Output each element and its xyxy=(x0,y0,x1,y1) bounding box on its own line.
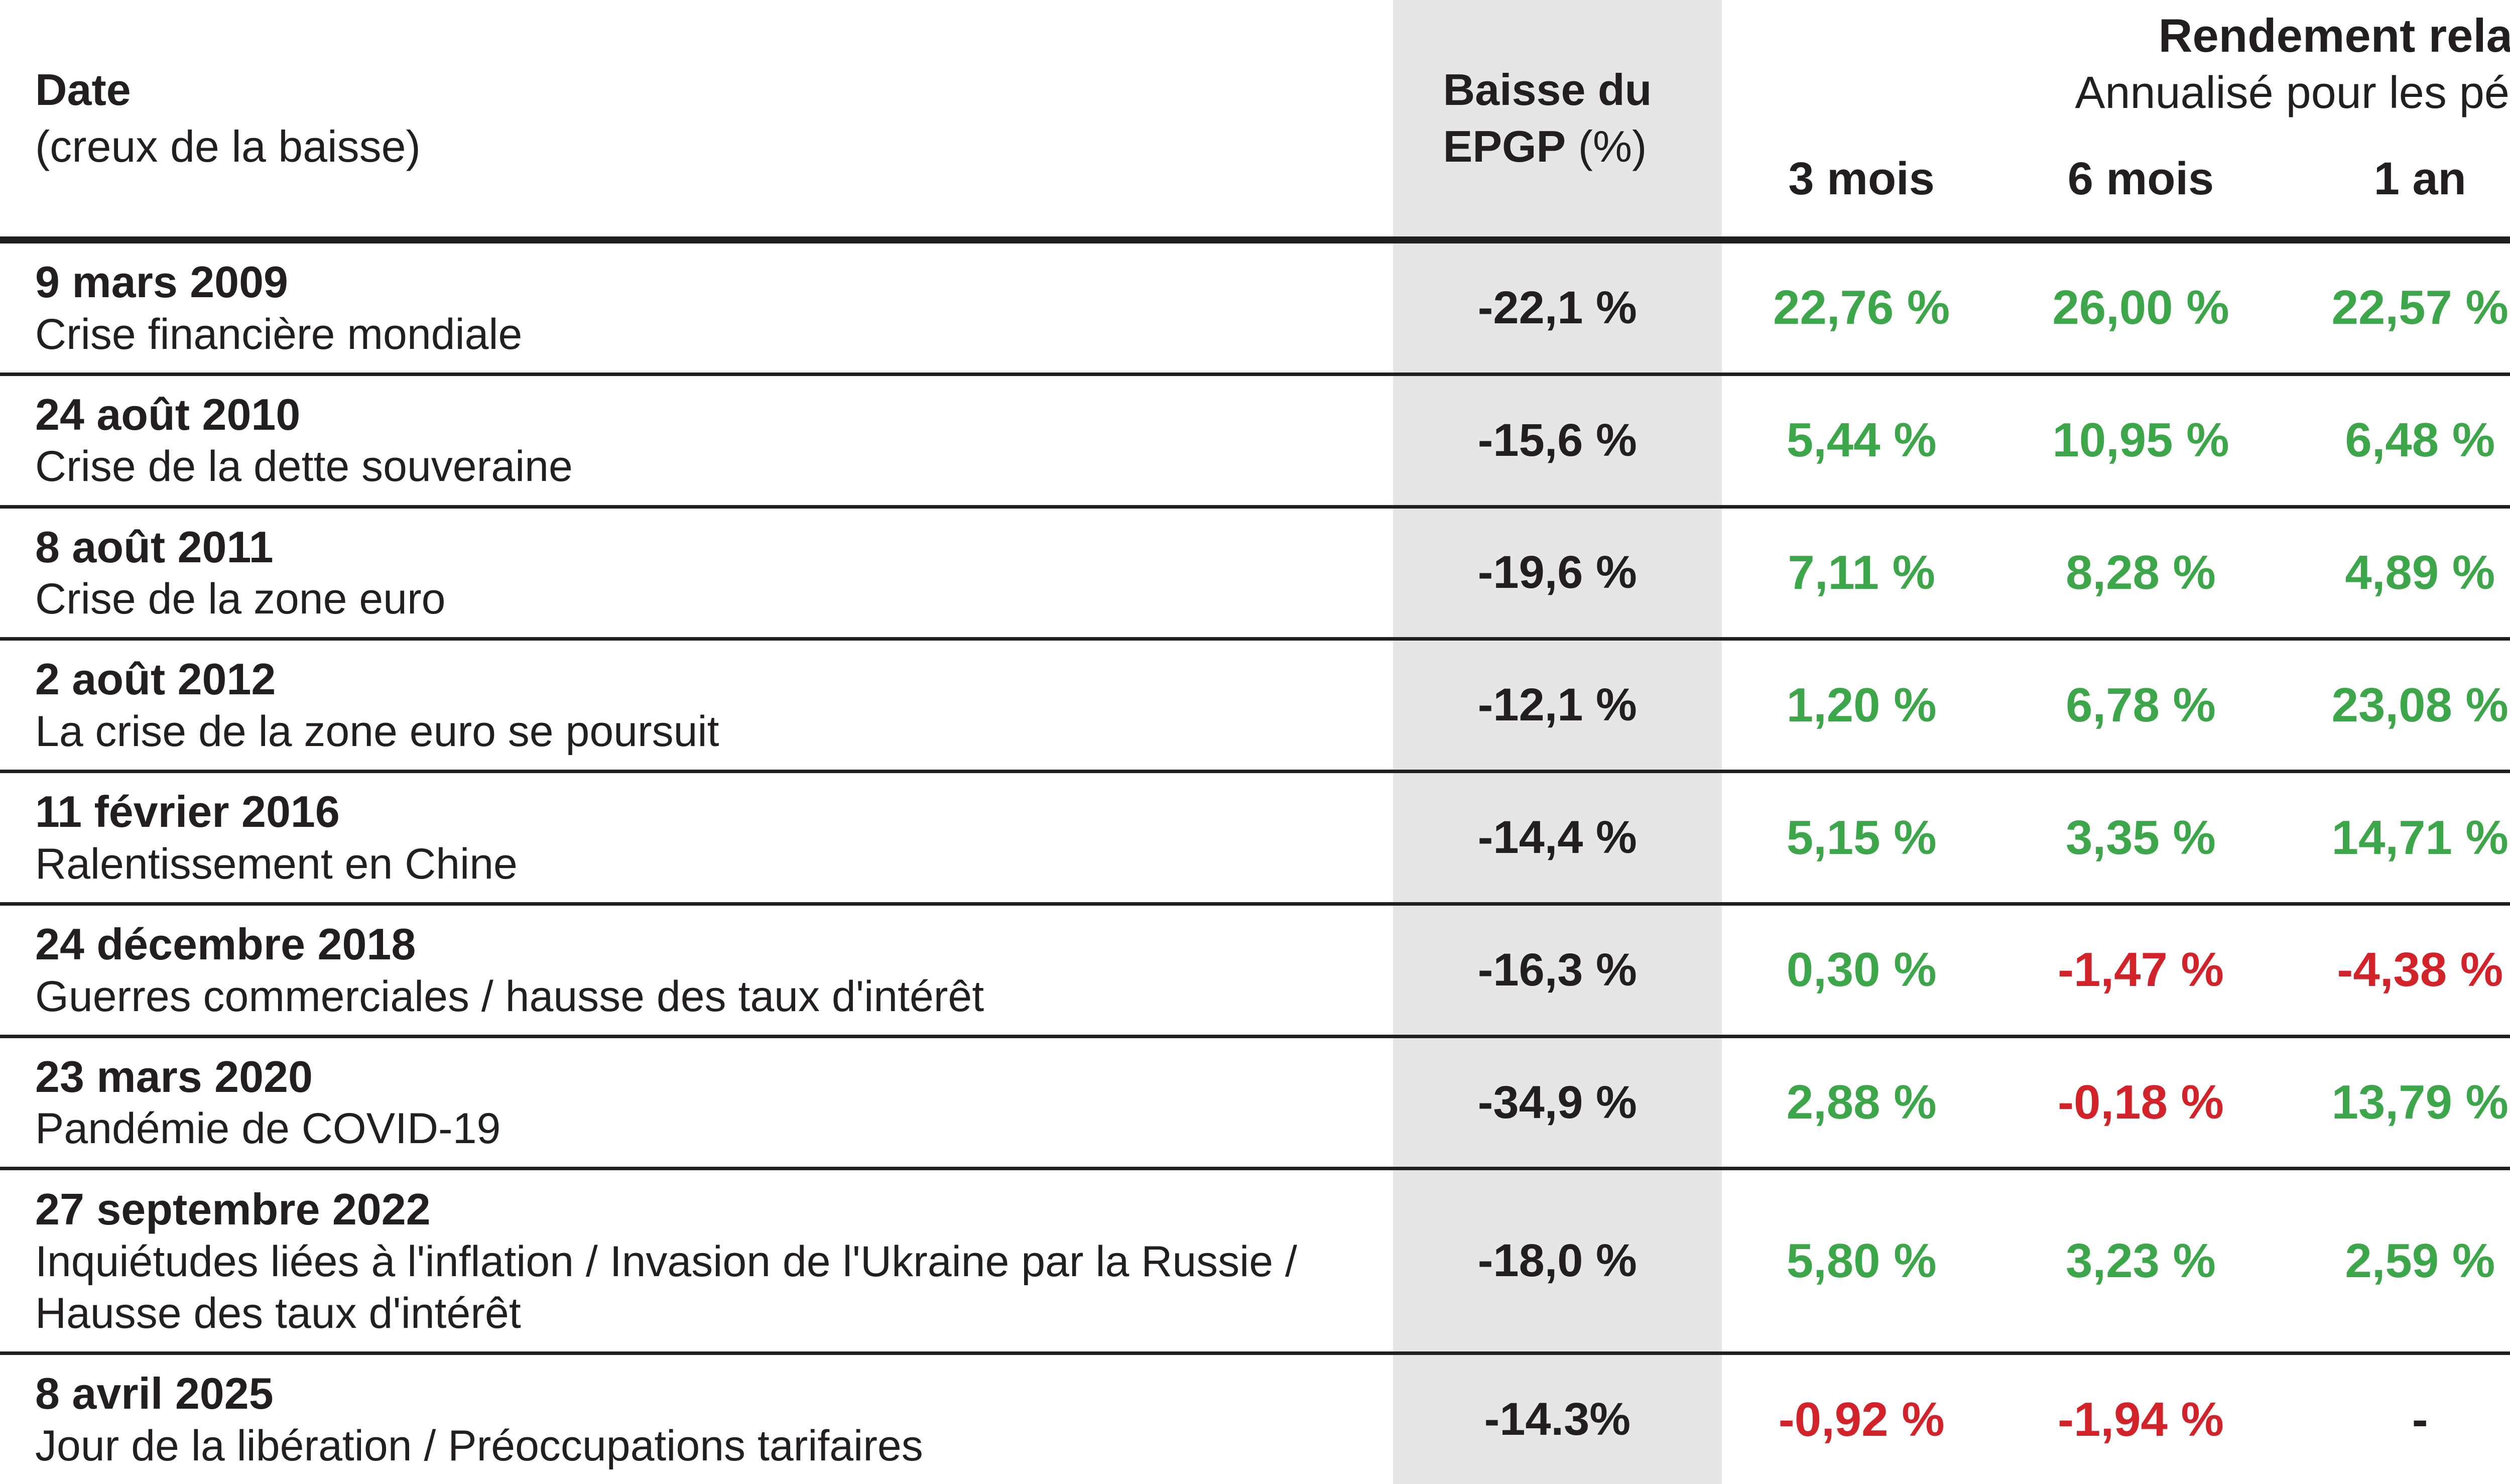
event-date: 27 septembre 2022 xyxy=(35,1184,431,1234)
table-row: 24 août 2010 Crise de la dette souverain… xyxy=(0,374,2510,507)
epgp-header-unit: (%) xyxy=(1566,121,1647,171)
column-header-1-year: 1 an xyxy=(2373,153,2466,204)
epgp-column-header: Baisse du EPGP (%) xyxy=(1393,0,1722,240)
event-description: Inquiétudes liées à l'inflation / Invasi… xyxy=(35,1237,1297,1337)
date-cell: 27 septembre 2022 Inquiétudes liées à l'… xyxy=(0,1169,1393,1353)
epgp-header-acronym: EPGP xyxy=(1443,121,1566,171)
date-header-label: Date xyxy=(35,64,131,114)
date-cell: 8 août 2011 Crise de la zone euro xyxy=(0,507,1393,639)
event-date: 8 août 2011 xyxy=(35,522,274,572)
return-value-6m: 26,00 % xyxy=(2052,281,2229,335)
return-value-1y: 14,71 % xyxy=(2331,810,2508,864)
date-cell: 2 août 2012 La crise de la zone euro se … xyxy=(0,639,1393,772)
table-row: 23 mars 2020 Pandémie de COVID-19 -34,9 … xyxy=(0,1036,2510,1169)
return-value-1y: 4,89 % xyxy=(2345,545,2495,599)
table-row: 8 août 2011 Crise de la zone euro -19,6 … xyxy=(0,507,2510,639)
return-value-3m: 1,20 % xyxy=(1786,678,1937,732)
event-description: La crise de la zone euro se poursuit xyxy=(35,707,719,756)
epgp-decline-value: -14,4 % xyxy=(1393,771,1722,904)
return-value-6m: 3,23 % xyxy=(2066,1233,2216,1288)
return-value-6m: 6,78 % xyxy=(2066,678,2216,732)
table-row: 2 août 2012 La crise de la zone euro se … xyxy=(0,639,2510,772)
epgp-decline-value: -34,9 % xyxy=(1393,1036,1722,1169)
return-value-1y: 2,59 % xyxy=(2345,1233,2495,1288)
return-value-1y: 6,48 % xyxy=(2345,413,2495,467)
date-header-sublabel: (creux de la baisse) xyxy=(35,121,421,171)
column-header-3-months: 3 mois xyxy=(1788,153,1935,204)
date-cell: 24 décembre 2018 Guerres commerciales / … xyxy=(0,904,1393,1036)
return-value-6m: 3,35 % xyxy=(2066,810,2216,864)
date-cell: 23 mars 2020 Pandémie de COVID-19 xyxy=(0,1036,1393,1169)
epgp-decline-value: -12,1 % xyxy=(1393,639,1722,772)
epgp-decline-value: -15,6 % xyxy=(1393,374,1722,507)
return-value-3m: 7,11 % xyxy=(1788,545,1935,599)
return-value-1y: 13,79 % xyxy=(2331,1075,2508,1130)
event-date: 2 août 2012 xyxy=(35,654,276,704)
table-row: 11 février 2016 Ralentissement en Chine … xyxy=(0,771,2510,904)
epgp-decline-value: -18,0 % xyxy=(1393,1168,1722,1353)
return-value-3m: 5,15 % xyxy=(1786,810,1937,864)
return-value-3m: 22,76 % xyxy=(1773,281,1950,335)
column-header-6-months: 6 mois xyxy=(2067,153,2214,204)
return-value-6m: -0,18 % xyxy=(2058,1075,2224,1130)
event-date: 9 mars 2009 xyxy=(35,257,288,307)
table-header: Date (creux de la baisse) Baisse du EPGP… xyxy=(0,0,2510,240)
epgp-header-line1: Baisse du xyxy=(1443,64,1652,114)
date-cell: 8 avril 2025 Jour de la libération / Pré… xyxy=(0,1353,1393,1484)
returns-subtitle: Annualisé pour les périodes supérieures … xyxy=(2075,68,2510,118)
date-cell: 11 février 2016 Ralentissement en Chine xyxy=(0,772,1393,904)
return-value-1y: -4,38 % xyxy=(2337,943,2503,997)
return-value-3m: 2,88 % xyxy=(1786,1075,1937,1130)
date-column-header: Date (creux de la baisse) xyxy=(0,0,1393,240)
epgp-decline-value: -16,3 % xyxy=(1393,904,1722,1037)
epgp-decline-value: -14.3% xyxy=(1393,1353,1722,1484)
epgp-header-line2: EPGP (%) xyxy=(1443,118,1722,175)
event-date: 24 août 2010 xyxy=(35,389,301,439)
table-row: 9 mars 2009 Crise financière mondiale -2… xyxy=(0,240,2510,375)
table-body: 9 mars 2009 Crise financière mondiale -2… xyxy=(0,240,2510,1484)
return-value-6m: 10,95 % xyxy=(2052,413,2229,467)
epgp-decline-value: -19,6 % xyxy=(1393,507,1722,639)
returns-title: Rendement relatif après les baisses xyxy=(2158,9,2510,62)
event-date: 11 février 2016 xyxy=(35,787,340,837)
event-description: Pandémie de COVID-19 xyxy=(35,1104,501,1153)
return-value-6m: 8,28 % xyxy=(2066,545,2216,599)
table-row: 27 septembre 2022 Inquiétudes liées à l'… xyxy=(0,1168,2510,1353)
returns-group-header: Rendement relatif après les baisses Annu… xyxy=(1722,0,2510,135)
return-value-3m: 5,80 % xyxy=(1786,1233,1937,1288)
return-value-3m: 5,44 % xyxy=(1786,413,1937,467)
event-description: Crise de la zone euro xyxy=(35,575,446,624)
event-description: Jour de la libération / Préoccupations t… xyxy=(35,1422,923,1470)
return-value-3m: -0,92 % xyxy=(1778,1392,1945,1446)
event-description: Crise financière mondiale xyxy=(35,310,523,358)
return-value-1y: - xyxy=(2412,1392,2428,1446)
event-description: Guerres commerciales / hausse des taux d… xyxy=(35,972,984,1021)
date-cell: 24 août 2010 Crise de la dette souverain… xyxy=(0,374,1393,507)
return-value-6m: -1,47 % xyxy=(2058,943,2224,997)
event-date: 24 décembre 2018 xyxy=(35,919,416,969)
date-cell: 9 mars 2009 Crise financière mondiale xyxy=(0,240,1393,374)
event-date: 8 avril 2025 xyxy=(35,1369,274,1419)
event-date: 23 mars 2020 xyxy=(35,1051,313,1101)
return-value-1y: 22,57 % xyxy=(2331,281,2508,335)
table-row: 24 décembre 2018 Guerres commerciales / … xyxy=(0,904,2510,1037)
table-row: 8 avril 2025 Jour de la libération / Pré… xyxy=(0,1353,2510,1484)
return-value-3m: 0,30 % xyxy=(1786,943,1937,997)
return-value-1y: 23,08 % xyxy=(2331,678,2508,732)
epgp-decline-value: -22,1 % xyxy=(1393,240,1722,375)
event-description: Crise de la dette souveraine xyxy=(35,442,573,491)
return-value-6m: -1,94 % xyxy=(2058,1392,2224,1446)
event-description: Ralentissement en Chine xyxy=(35,839,518,888)
